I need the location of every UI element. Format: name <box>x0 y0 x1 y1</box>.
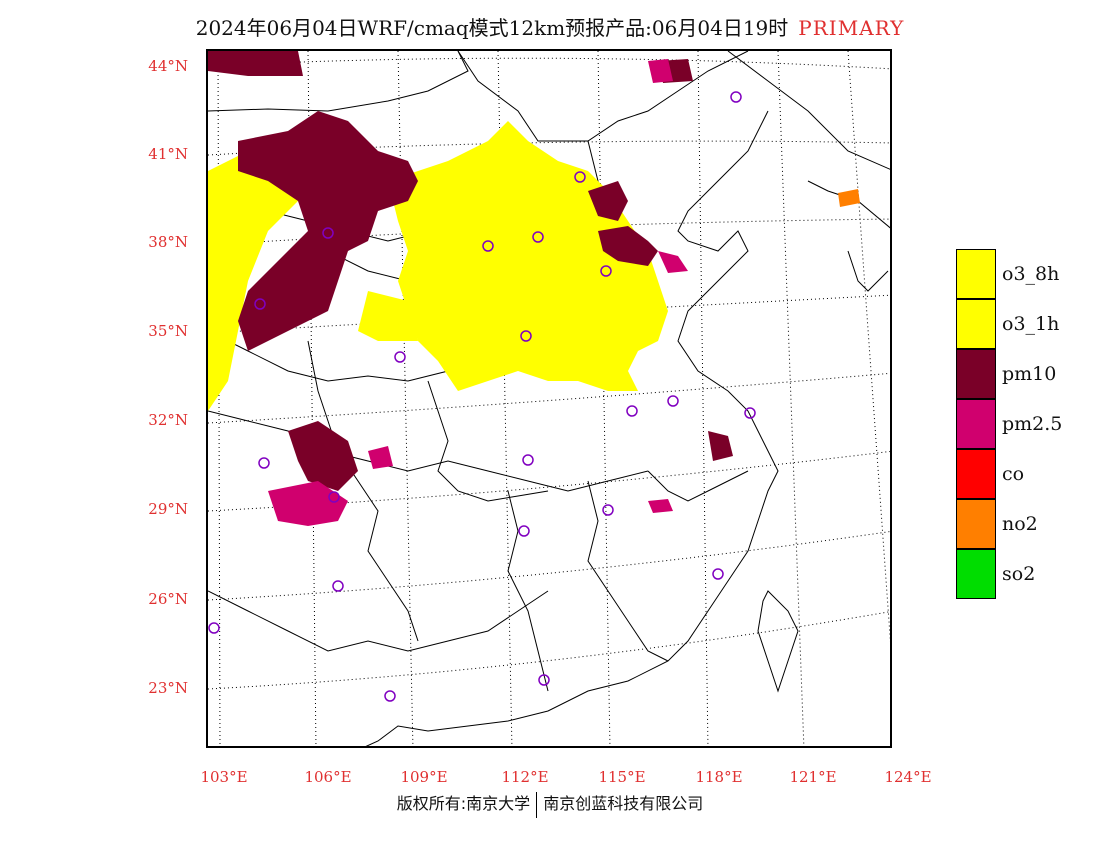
station-markers <box>208 91 756 702</box>
pm25-field <box>268 59 688 526</box>
lat-label-23: 23°N <box>148 679 188 697</box>
legend-swatch <box>956 549 996 599</box>
lon-label-109: 109°E <box>400 768 448 786</box>
title-text: 2024年06月04日WRF/cmaq模式12km预报产品:06月04日19时 <box>195 16 789 40</box>
legend-label: no2 <box>1002 513 1038 535</box>
lat-label-38: 38°N <box>148 233 188 251</box>
legend-swatch <box>956 499 996 549</box>
legend-swatch <box>956 349 996 399</box>
boundaries <box>208 51 890 746</box>
primary-tag: PRIMARY <box>798 16 905 40</box>
legend-swatch <box>956 449 996 499</box>
lon-label-121: 121°E <box>789 768 837 786</box>
pm10-field <box>208 51 733 491</box>
lat-label-35: 35°N <box>148 322 188 340</box>
map-panel <box>206 49 892 748</box>
copyright-left: 版权所有:南京大学 <box>396 794 531 813</box>
lat-label-41: 41°N <box>148 145 188 163</box>
legend-label: o3_8h <box>1002 263 1060 285</box>
lat-label-44: 44°N <box>148 57 188 75</box>
lat-label-26: 26°N <box>148 590 188 608</box>
legend-swatch <box>956 249 996 299</box>
lon-label-115: 115°E <box>598 768 646 786</box>
lon-label-103: 103°E <box>200 768 248 786</box>
copyright-divider <box>536 791 538 818</box>
forecast-map <box>208 51 890 746</box>
legend-label: pm2.5 <box>1002 413 1063 435</box>
legend-label: pm10 <box>1002 363 1057 385</box>
lat-label-29: 29°N <box>148 500 188 518</box>
copyright: 版权所有:南京大学 南京创蓝科技有限公司 <box>0 790 1100 818</box>
lon-label-112: 112°E <box>501 768 549 786</box>
legend-label: so2 <box>1002 563 1036 585</box>
legend-label: o3_1h <box>1002 313 1060 335</box>
legend-swatch <box>956 299 996 349</box>
no2-field <box>838 189 860 207</box>
lon-label-124: 124°E <box>884 768 932 786</box>
lon-label-106: 106°E <box>304 768 352 786</box>
legend-label: co <box>1002 463 1025 485</box>
map-title: 2024年06月04日WRF/cmaq模式12km预报产品:06月04日19时 P… <box>0 12 1100 41</box>
legend-swatch <box>956 399 996 449</box>
copyright-right: 南京创蓝科技有限公司 <box>543 794 704 813</box>
lat-label-32: 32°N <box>148 411 188 429</box>
lon-label-118: 118°E <box>695 768 743 786</box>
